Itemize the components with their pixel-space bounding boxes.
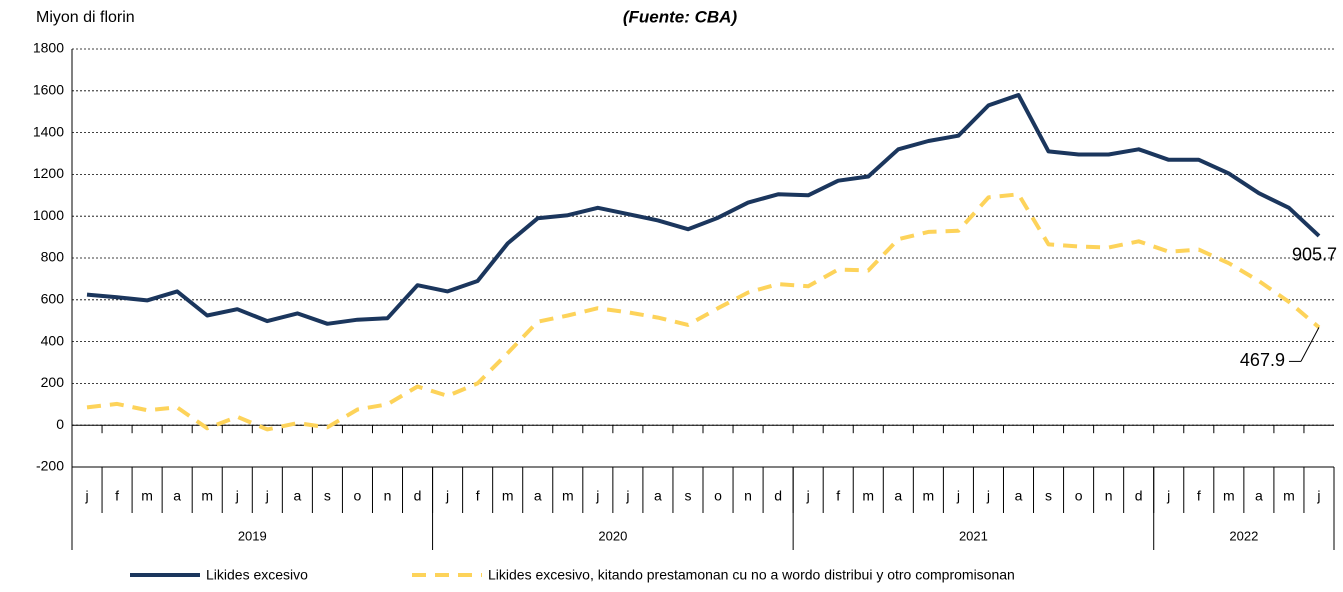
- x-tick-label: n: [1105, 488, 1113, 504]
- x-tick-label: j: [806, 488, 810, 504]
- x-tick-label: f: [1197, 488, 1201, 504]
- x-tick-label: m: [502, 488, 514, 504]
- x-tick-label: j: [445, 488, 449, 504]
- group-label: 2022: [1229, 528, 1258, 543]
- x-tick-label: s: [1045, 488, 1052, 504]
- x-tick-label: f: [476, 488, 480, 504]
- x-tick-label: o: [714, 488, 722, 504]
- x-tick-label: f: [836, 488, 840, 504]
- y-tick-label: 1600: [33, 82, 64, 98]
- leader-line: [1300, 327, 1320, 362]
- y-tick-label: 600: [41, 291, 65, 307]
- y-tick-label: 200: [41, 374, 65, 390]
- y-tick-label: 1000: [33, 207, 64, 223]
- x-tick-label: d: [774, 488, 782, 504]
- x-tick-label: j: [235, 488, 239, 504]
- x-tick-label: a: [293, 488, 301, 504]
- x-tick-label: j: [595, 488, 599, 504]
- x-tick-label: m: [141, 488, 153, 504]
- x-tick-label: m: [201, 488, 213, 504]
- x-tick-label: a: [1255, 488, 1263, 504]
- x-tick-label: o: [354, 488, 362, 504]
- y-tick-label: 1800: [33, 40, 64, 56]
- group-label: 2021: [959, 528, 988, 543]
- group-label: 2020: [598, 528, 627, 543]
- x-tick-label: m: [862, 488, 874, 504]
- x-tick-label: s: [324, 488, 331, 504]
- x-tick-label: o: [1075, 488, 1083, 504]
- x-tick-label: f: [115, 488, 119, 504]
- x-tick-label: j: [956, 488, 960, 504]
- x-tick-label: j: [625, 488, 629, 504]
- y-tick-label: 1200: [33, 165, 64, 181]
- x-tick-label: a: [654, 488, 662, 504]
- x-tick-label: m: [923, 488, 935, 504]
- y-axis-label: Miyon di florin: [36, 9, 135, 26]
- line-series: [86, 192, 1321, 432]
- y-tick-label: -200: [36, 458, 64, 474]
- x-tick-label: a: [173, 488, 181, 504]
- data-label: 467.9: [1240, 350, 1285, 370]
- x-tick-label: n: [384, 488, 392, 504]
- x-tick-label: j: [1316, 488, 1320, 504]
- line-series: [86, 93, 1321, 326]
- x-tick-label: a: [894, 488, 902, 504]
- x-tick-label: n: [744, 488, 752, 504]
- x-tick-label: m: [562, 488, 574, 504]
- x-tick-label: s: [684, 488, 691, 504]
- chart-title: (Fuente: CBA): [623, 7, 738, 26]
- y-tick-label: 1400: [33, 123, 64, 139]
- y-tick-label: 400: [41, 332, 65, 348]
- x-tick-label: j: [84, 488, 88, 504]
- y-tick-label: 800: [41, 249, 65, 265]
- x-tick-label: d: [1135, 488, 1143, 504]
- y-tick-label: 0: [56, 416, 64, 432]
- x-tick-label: m: [1223, 488, 1235, 504]
- x-tick-label: a: [534, 488, 542, 504]
- group-label: 2019: [238, 528, 267, 543]
- legend-label: Likides excesivo: [206, 567, 308, 583]
- legend-label: Likides excesivo, kitando prestamonan cu…: [488, 567, 1015, 583]
- x-tick-label: j: [1166, 488, 1170, 504]
- x-tick-label: j: [265, 488, 269, 504]
- x-tick-label: m: [1283, 488, 1295, 504]
- x-tick-label: a: [1015, 488, 1023, 504]
- x-tick-label: j: [986, 488, 990, 504]
- data-label: 905.7: [1292, 245, 1337, 265]
- x-tick-label: d: [414, 488, 422, 504]
